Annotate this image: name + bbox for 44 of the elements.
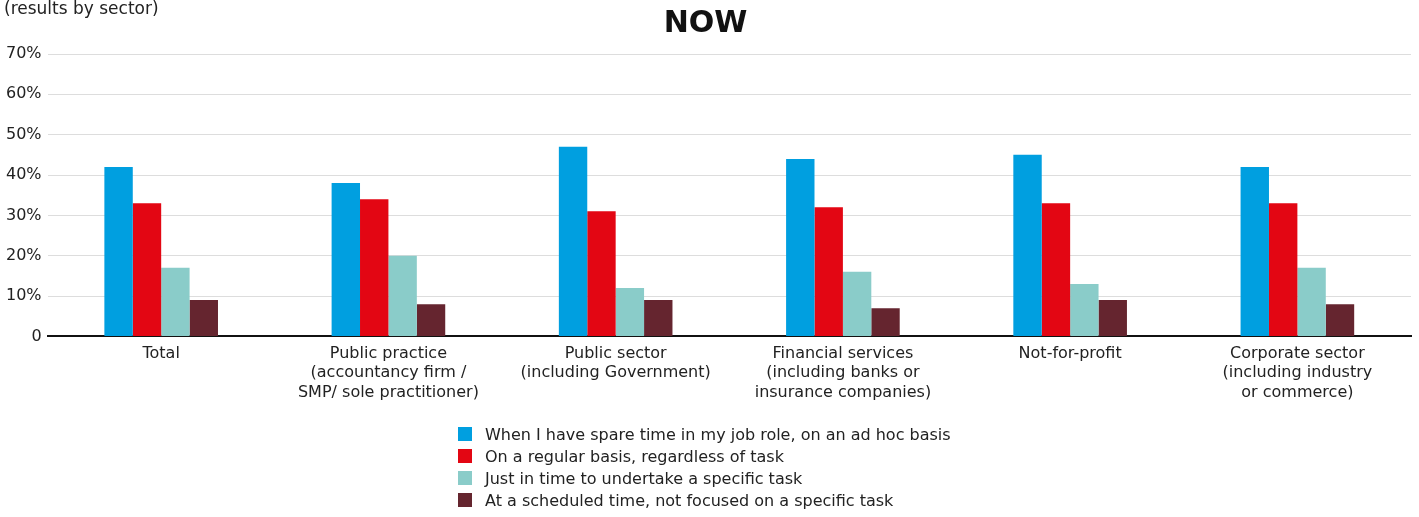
y-tick-label: 70% bbox=[6, 43, 42, 63]
y-tick-label: 30% bbox=[6, 204, 42, 224]
bar bbox=[388, 255, 417, 336]
y-tick-label: 50% bbox=[6, 123, 42, 143]
bar bbox=[1013, 154, 1042, 336]
bar bbox=[416, 304, 446, 336]
bar bbox=[814, 207, 843, 336]
x-tick-label: Corporate sector (including industry or commerce) bbox=[1222, 343, 1373, 401]
bar bbox=[558, 146, 588, 336]
legend-label: On a regular basis, regardless of task bbox=[485, 446, 784, 466]
bar bbox=[331, 183, 361, 336]
y-tick-label: 40% bbox=[6, 164, 42, 184]
x-tick-label: Public sector (including Government) bbox=[520, 343, 711, 382]
bar bbox=[360, 199, 389, 336]
y-tick-label: 20% bbox=[6, 244, 42, 264]
y-tick-label: 60% bbox=[6, 83, 42, 103]
bar bbox=[1325, 304, 1355, 336]
y-tick-label: 10% bbox=[6, 285, 42, 305]
bar bbox=[842, 271, 872, 336]
bar bbox=[1268, 203, 1298, 336]
bar bbox=[189, 300, 218, 336]
legend-label: At a scheduled time, not focused on a specific task bbox=[485, 490, 894, 510]
bar bbox=[132, 203, 162, 336]
chart-subtitle: (results by sector) bbox=[4, 0, 159, 18]
bar bbox=[104, 166, 133, 336]
x-tick-label: Public practice (accountancy firm / SMP/ sole practitioner) bbox=[297, 343, 479, 401]
bar bbox=[1070, 283, 1099, 336]
chart-title: NOW bbox=[663, 3, 748, 39]
bar bbox=[1098, 300, 1127, 336]
x-tick-label: Financial services (including banks or insurance companies) bbox=[754, 343, 932, 401]
legend-label: When I have spare time in my job role, on an ad hoc basis bbox=[485, 424, 951, 444]
x-tick-label: Total bbox=[141, 343, 180, 363]
bar bbox=[644, 300, 673, 336]
bar bbox=[615, 287, 645, 336]
bar bbox=[1297, 267, 1326, 336]
bar bbox=[161, 267, 190, 336]
bar bbox=[587, 211, 616, 336]
x-tick-label: Not-for-profit bbox=[1018, 343, 1122, 363]
legend-label: Just in time to undertake a specific task bbox=[485, 468, 803, 488]
bar bbox=[871, 308, 900, 336]
bar bbox=[786, 158, 815, 336]
bar bbox=[1240, 166, 1269, 336]
bar bbox=[1041, 203, 1071, 336]
y-tick-label: 0 bbox=[31, 325, 42, 345]
